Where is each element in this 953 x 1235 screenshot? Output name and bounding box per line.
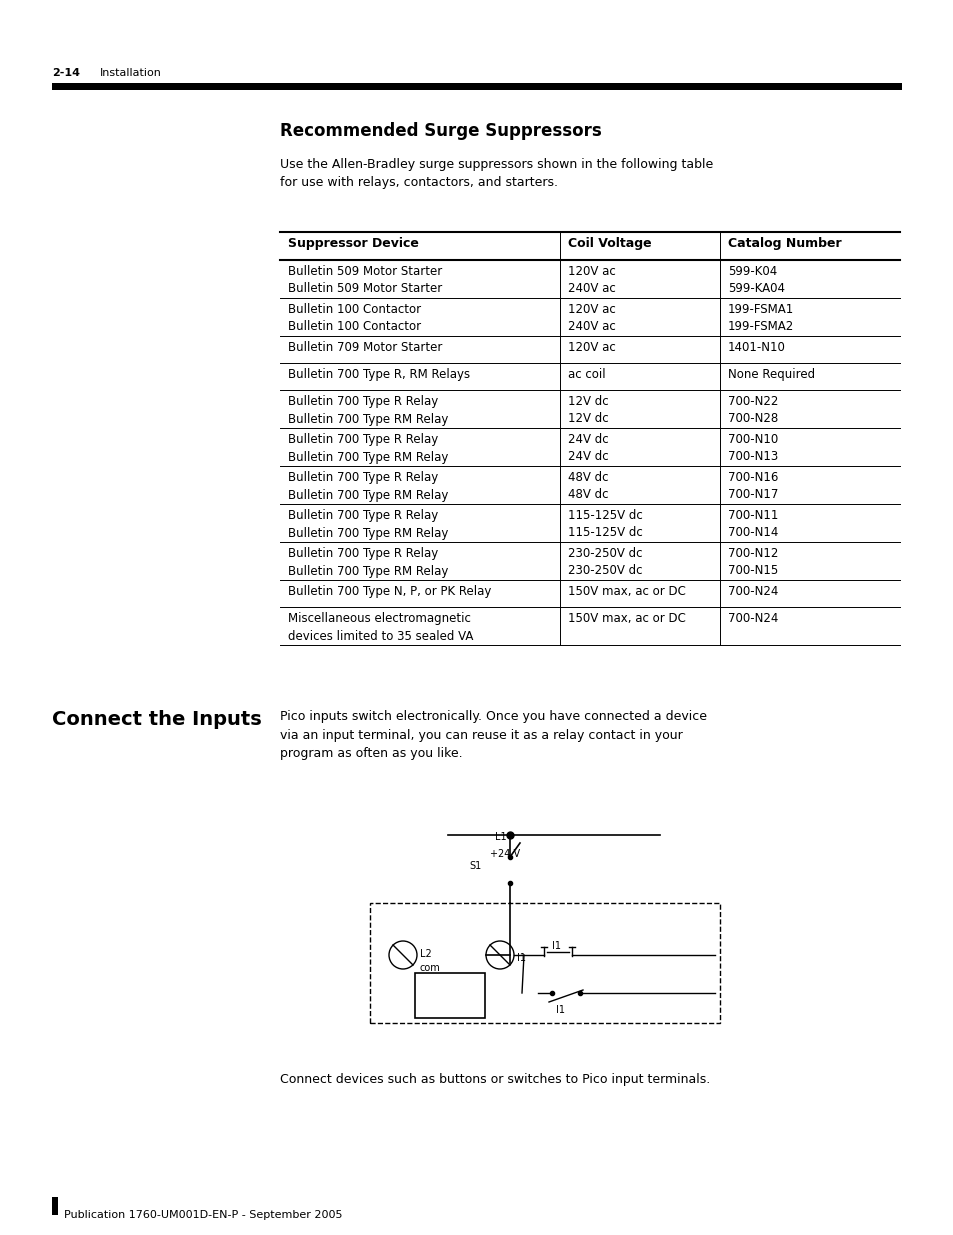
Text: 150V max, ac or DC: 150V max, ac or DC (567, 613, 685, 625)
Text: 120V ac
240V ac: 120V ac 240V ac (567, 266, 615, 295)
Text: com: com (419, 963, 440, 973)
Text: 700-N12
700-N15: 700-N12 700-N15 (727, 547, 778, 578)
Text: Coil Voltage: Coil Voltage (567, 237, 651, 249)
Text: 48V dc
48V dc: 48V dc 48V dc (567, 471, 608, 501)
Text: Bulletin 700 Type R Relay
Bulletin 700 Type RM Relay: Bulletin 700 Type R Relay Bulletin 700 T… (288, 509, 448, 540)
Text: None Required: None Required (727, 368, 814, 382)
Text: 700-N24: 700-N24 (727, 585, 778, 598)
Text: 120V ac
240V ac: 120V ac 240V ac (567, 303, 615, 333)
Text: 150V max, ac or DC: 150V max, ac or DC (567, 585, 685, 598)
Text: I1: I1 (552, 941, 560, 951)
Text: I1: I1 (517, 953, 525, 963)
Text: Bulletin 700 Type N, P, or PK Relay: Bulletin 700 Type N, P, or PK Relay (288, 585, 491, 598)
Text: L2: L2 (419, 948, 432, 960)
Text: ac coil: ac coil (567, 368, 605, 382)
Text: Publication 1760-UM001D-EN-P - September 2005: Publication 1760-UM001D-EN-P - September… (64, 1210, 342, 1220)
Text: 199-FSMA1
199-FSMA2: 199-FSMA1 199-FSMA2 (727, 303, 794, 333)
Text: Miscellaneous electromagnetic
devices limited to 35 sealed VA: Miscellaneous electromagnetic devices li… (288, 613, 473, 642)
Text: Bulletin 100 Contactor
Bulletin 100 Contactor: Bulletin 100 Contactor Bulletin 100 Cont… (288, 303, 420, 333)
Text: Bulletin 709 Motor Starter: Bulletin 709 Motor Starter (288, 341, 442, 354)
Text: 120V ac: 120V ac (567, 341, 615, 354)
Text: 700-N24: 700-N24 (727, 613, 778, 625)
Text: Suppressor Device: Suppressor Device (288, 237, 418, 249)
Text: Use the Allen-Bradley surge suppressors shown in the following table
for use wit: Use the Allen-Bradley surge suppressors … (280, 158, 713, 189)
Text: Bulletin 509 Motor Starter
Bulletin 509 Motor Starter: Bulletin 509 Motor Starter Bulletin 509 … (288, 266, 442, 295)
Text: Installation: Installation (100, 68, 162, 78)
Bar (370, 903, 720, 1023)
Text: 700-N22
700-N28: 700-N22 700-N28 (727, 395, 778, 426)
Text: 700-N11
700-N14: 700-N11 700-N14 (727, 509, 778, 540)
Text: 2-14: 2-14 (52, 68, 80, 78)
Text: Bulletin 700 Type R Relay
Bulletin 700 Type RM Relay: Bulletin 700 Type R Relay Bulletin 700 T… (288, 395, 448, 426)
Text: I1: I1 (556, 1005, 564, 1015)
Text: 12V dc
12V dc: 12V dc 12V dc (567, 395, 608, 426)
Bar (52, 1197, 58, 1215)
Bar (52, 83, 901, 90)
Text: 1401-N10: 1401-N10 (727, 341, 785, 354)
Text: 700-N16
700-N17: 700-N16 700-N17 (727, 471, 778, 501)
Text: Pico inputs switch electronically. Once you have connected a device
via an input: Pico inputs switch electronically. Once … (280, 710, 706, 760)
Text: Bulletin 700 Type R Relay
Bulletin 700 Type RM Relay: Bulletin 700 Type R Relay Bulletin 700 T… (288, 471, 448, 501)
Text: Connect devices such as buttons or switches to Pico input terminals.: Connect devices such as buttons or switc… (280, 1073, 709, 1086)
Text: Catalog Number: Catalog Number (727, 237, 841, 249)
Text: 700-N10
700-N13: 700-N10 700-N13 (727, 433, 778, 463)
Text: 230-250V dc
230-250V dc: 230-250V dc 230-250V dc (567, 547, 641, 578)
Text: 599-K04
599-KA04: 599-K04 599-KA04 (727, 266, 784, 295)
Text: Bulletin 700 Type R Relay
Bulletin 700 Type RM Relay: Bulletin 700 Type R Relay Bulletin 700 T… (288, 547, 448, 578)
Text: Bulletin 700 Type R Relay
Bulletin 700 Type RM Relay: Bulletin 700 Type R Relay Bulletin 700 T… (288, 433, 448, 463)
Bar (415, 973, 484, 1018)
Text: 24V dc
24V dc: 24V dc 24V dc (567, 433, 608, 463)
Text: L1: L1 (495, 832, 506, 842)
Text: +24 V: +24 V (490, 848, 519, 860)
Text: Bulletin 700 Type R, RM Relays: Bulletin 700 Type R, RM Relays (288, 368, 470, 382)
Text: 115-125V dc
115-125V dc: 115-125V dc 115-125V dc (567, 509, 642, 540)
Text: Recommended Surge Suppressors: Recommended Surge Suppressors (280, 122, 601, 140)
Text: Connect the Inputs: Connect the Inputs (52, 710, 261, 729)
Text: S1: S1 (469, 861, 481, 871)
